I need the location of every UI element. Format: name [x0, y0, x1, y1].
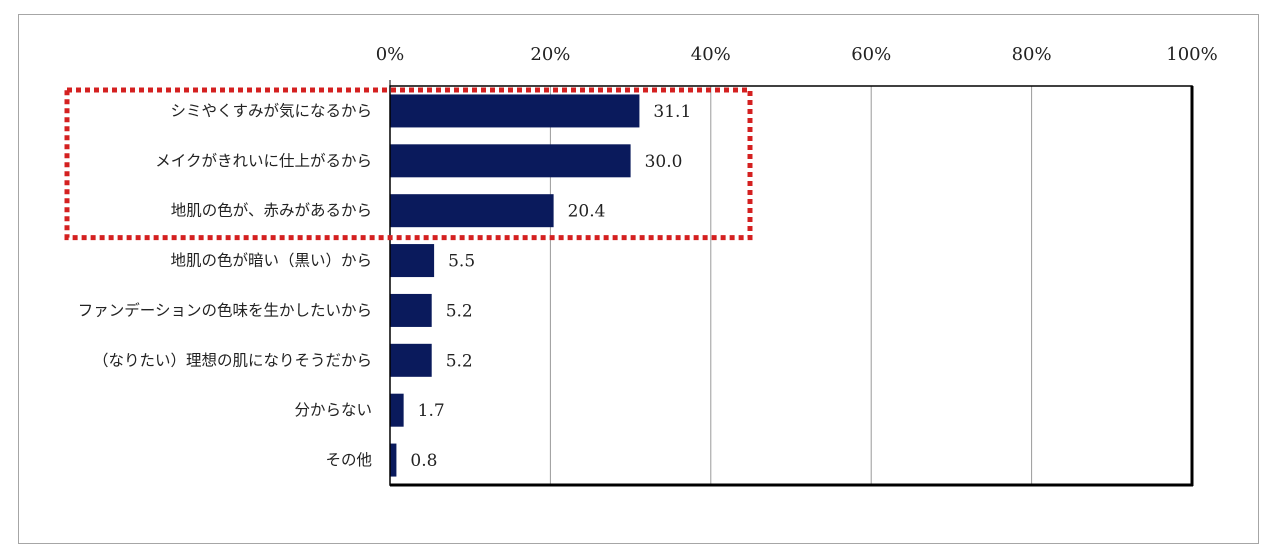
data-label: 30.0 — [645, 152, 683, 172]
bar — [390, 94, 640, 128]
bar — [390, 244, 435, 278]
category-label: メイクがきれいに仕上がるから — [155, 152, 372, 170]
bar — [390, 343, 432, 377]
bar — [390, 293, 432, 327]
x-tick-label: 100% — [1166, 44, 1217, 65]
category-label: その他 — [325, 451, 372, 469]
category-label: シミやくすみが気になるから — [170, 102, 372, 120]
gridlines — [389, 80, 1033, 485]
category-label: （なりたい）理想の肌になりそうだから — [93, 351, 372, 369]
x-tick-label: 80% — [1012, 44, 1052, 65]
data-label: 0.8 — [410, 451, 437, 471]
data-label: 5.2 — [446, 301, 473, 321]
x-tick-label: 0% — [376, 44, 405, 65]
data-label: 31.1 — [653, 102, 691, 122]
category-label: 地肌の色が暗い（黒い）から — [170, 252, 372, 270]
x-tick-label: 20% — [530, 44, 570, 65]
highlight-box — [64, 87, 753, 241]
category-label: 地肌の色が、赤みがあるから — [171, 202, 372, 220]
bars — [390, 94, 640, 477]
category-label: 分からない — [294, 401, 372, 419]
x-tick-label: 40% — [691, 44, 731, 65]
bar — [390, 194, 554, 228]
data-label: 5.5 — [448, 252, 475, 272]
x-tick-label: 60% — [851, 44, 891, 65]
bar — [390, 443, 397, 477]
data-label: 5.2 — [446, 351, 473, 371]
bar — [390, 144, 631, 178]
bar — [390, 393, 404, 427]
data-label: 1.7 — [418, 401, 445, 421]
category-label: ファンデーションの色味を生かしたいから — [78, 300, 372, 319]
data-label: 20.4 — [568, 202, 606, 222]
labels: 0% 20% 40% 60% 80% 100% シミやくすみが気になるから 31.1 メイクがき… — [78, 44, 1218, 471]
